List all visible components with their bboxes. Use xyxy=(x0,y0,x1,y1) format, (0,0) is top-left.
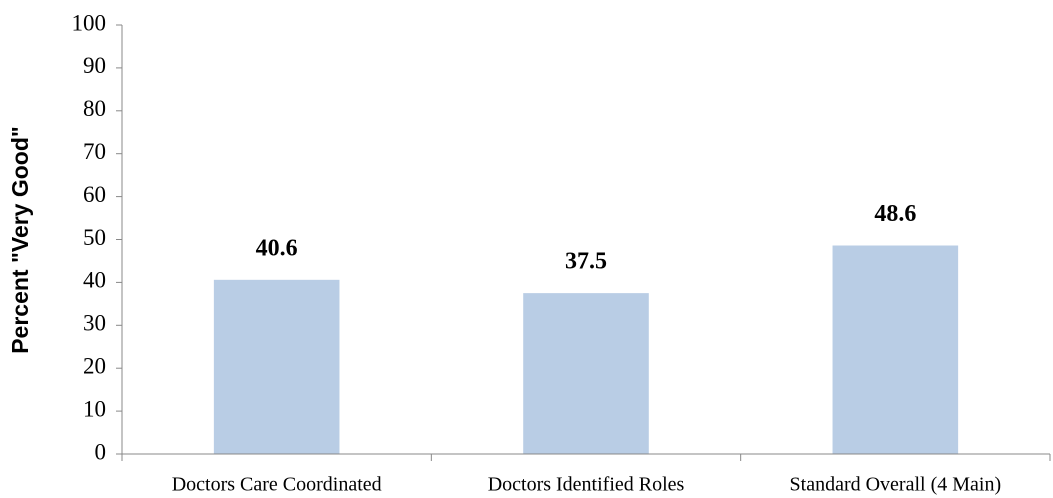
bar xyxy=(832,245,959,454)
y-tick-label: 50 xyxy=(83,225,106,250)
x-tick-label: Doctors Care Coordinated xyxy=(172,474,382,496)
y-axis-title: Percent "Very Good" xyxy=(7,126,33,354)
bar xyxy=(523,293,649,454)
data-label: 40.6 xyxy=(256,235,298,261)
x-tick-label: Standard Overall (4 Main) xyxy=(790,474,1002,496)
x-tick-label: Doctors Identified Roles xyxy=(488,474,685,496)
bar xyxy=(213,279,340,454)
data-label: 48.6 xyxy=(874,201,916,227)
y-tick-label: 70 xyxy=(83,139,106,164)
y-tick-label: 90 xyxy=(83,53,106,78)
y-tick-label: 40 xyxy=(83,268,106,293)
y-tick-label: 10 xyxy=(83,396,106,421)
y-tick-label: 20 xyxy=(83,353,106,378)
y-tick-label: 30 xyxy=(83,311,106,336)
y-tick-label: 60 xyxy=(83,182,106,207)
y-tick-label: 80 xyxy=(83,96,106,121)
data-label: 37.5 xyxy=(565,249,607,275)
y-tick-label: 0 xyxy=(95,439,107,464)
y-tick-label: 100 xyxy=(72,10,107,35)
